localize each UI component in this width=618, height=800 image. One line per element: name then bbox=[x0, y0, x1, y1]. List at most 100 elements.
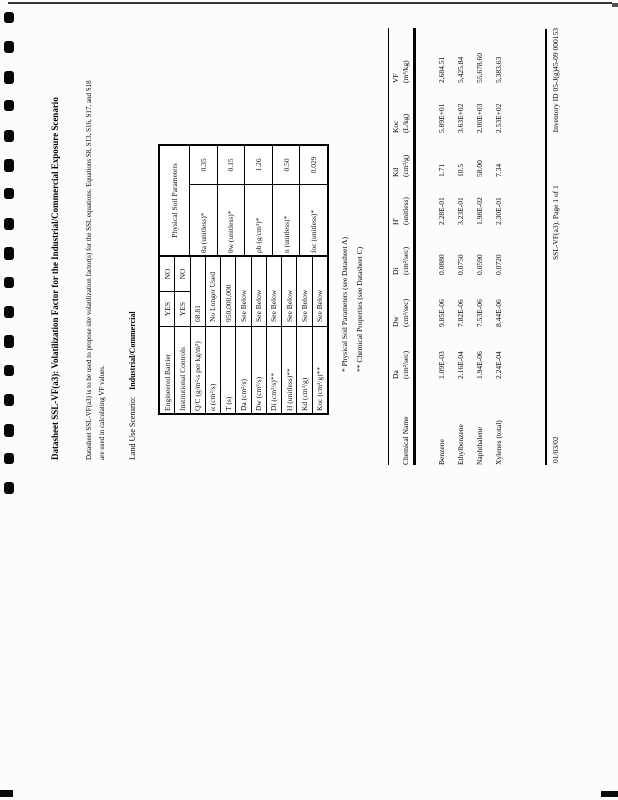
chemical-h-cell: 1.98E-02 bbox=[475, 197, 484, 225]
footnote-psp: * Physical Soil Parameters (see Datashee… bbox=[340, 237, 349, 372]
chemical-row: Xylenes (total) 2.24E-04 8.44E-06 0.0720 2.3… bbox=[484, 28, 503, 465]
param-name-cell: Da (cm²/s) bbox=[235, 326, 252, 414]
psp-value-cell: 0.029 bbox=[299, 145, 328, 185]
param-value-cell: See Below bbox=[266, 256, 282, 327]
binder-hole-mark bbox=[4, 12, 14, 23]
document-title: Datasheet SSL-VF(a3): Volatilization Fac… bbox=[50, 97, 60, 460]
chemical-row: Benzene 1.09E-03 9.85E-06 0.0880 2.28E-01 1.7… bbox=[415, 28, 446, 465]
psp-value-cell: 0.35 bbox=[189, 145, 218, 185]
param-value-cell: See Below bbox=[312, 256, 328, 327]
chemical-di-cell: 0.0590 bbox=[475, 254, 484, 275]
chemical-koc-cell: 5.89E+01 bbox=[437, 103, 446, 133]
chemical-h-cell: 2.28E-01 bbox=[437, 197, 446, 225]
binder-hole-mark bbox=[4, 70, 14, 84]
intro-line-2: are used in calculating VF values. bbox=[98, 365, 106, 460]
binder-hole-mark bbox=[4, 423, 14, 437]
chemical-kd-cell: 58.00 bbox=[475, 160, 484, 177]
param-name-cell: Kd (cm³/g) bbox=[296, 326, 313, 414]
param-row: Kd (cm³/g) See Below bbox=[296, 256, 313, 414]
chemical-da-cell: 2.16E-04 bbox=[456, 351, 465, 379]
col-header-di: Di (cm²/sec) bbox=[388, 225, 415, 275]
param-name-cell: α (cm²/s) bbox=[205, 326, 221, 414]
col-header-chemical-name: Chemical Name bbox=[388, 379, 415, 465]
param-name-cell: T (s) bbox=[220, 326, 236, 414]
chemical-di-cell: 0.0720 bbox=[494, 254, 503, 275]
binder-hole-mark bbox=[4, 247, 14, 261]
chemical-kd-cell: 7.34 bbox=[494, 163, 503, 177]
psp-row: ρb (g/cm³)* 1.26 bbox=[244, 145, 273, 256]
param-name-cell: Q/C (g/m²-s per kg/m³) bbox=[190, 326, 206, 414]
chemical-koc-cell: 2.00E+03 bbox=[475, 103, 484, 133]
chemical-vf-cell: 5,425.84 bbox=[456, 56, 465, 83]
param-name-cell: Koc (cm³/g)** bbox=[312, 326, 328, 414]
col-header-vf: VF (m³/kg) bbox=[388, 28, 415, 83]
chemical-h-cell: 2.30E-01 bbox=[494, 197, 503, 225]
binder-hole-mark bbox=[4, 159, 14, 172]
chemical-koc-cell: 3.63E+02 bbox=[456, 103, 465, 133]
chemical-row: Naphthalene 1.94E-06 7.53E-06 0.0590 1.98E-0… bbox=[465, 28, 484, 465]
scan-edge-artifact bbox=[8, 2, 612, 4]
psp-value-cell: 0.50 bbox=[272, 145, 300, 185]
land-use-label: Land Use Scenario: bbox=[128, 396, 137, 460]
binder-hole-mark bbox=[4, 482, 14, 495]
footer-rule bbox=[545, 29, 547, 465]
psp-header: Physical Soil Parameters bbox=[159, 145, 190, 256]
chemical-chemical-cell: Ethylbenzene bbox=[456, 424, 465, 465]
chemical-kd-cell: 1.71 bbox=[437, 163, 446, 177]
param-row: Q/C (g/m²-s per kg/m³) 68.81 bbox=[190, 256, 206, 414]
chemical-dw-cell: 9.85E-06 bbox=[437, 299, 446, 327]
param-row: T (s) 950,000,000 bbox=[220, 256, 236, 414]
param-row: Dw (cm²/s) See Below bbox=[251, 256, 267, 414]
scan-speck bbox=[0, 790, 13, 797]
param-yes-cell: YES bbox=[174, 291, 191, 327]
binder-hole-mark bbox=[4, 276, 14, 288]
param-yes-cell: YES bbox=[159, 291, 175, 327]
col-header-koc: Koc (L/kg) bbox=[388, 83, 415, 133]
chemical-da-cell: 2.24E-04 bbox=[494, 351, 503, 379]
chemical-da-cell: 1.94E-06 bbox=[475, 351, 484, 379]
psp-header-row: Physical Soil Parameters bbox=[159, 145, 190, 256]
param-row: α (cm²/s) No Longer Used bbox=[205, 256, 221, 414]
parameter-table: Engineered Barrier YES NO Institutional Con… bbox=[158, 144, 329, 415]
chemical-row: Ethylbenzene 2.16E-04 7.82E-06 0.0750 3.23E-… bbox=[446, 28, 465, 465]
param-value-cell: 68.81 bbox=[190, 256, 206, 327]
binder-hole-mark bbox=[4, 100, 14, 112]
chemical-h-cell: 3.23E-01 bbox=[456, 197, 465, 225]
col-header-da: Da (cm²/sec) bbox=[388, 327, 415, 379]
chemical-chemical-cell: Naphthalene bbox=[475, 427, 484, 465]
binder-hole-mark bbox=[4, 306, 14, 318]
param-name-cell: Engineered Barrier bbox=[159, 326, 175, 414]
param-name-cell: Dw (cm²/s) bbox=[251, 326, 267, 414]
psp-row: θa (unitless)* 0.35 bbox=[189, 145, 218, 256]
scan-speck bbox=[601, 791, 618, 797]
physical-soil-parameters-table: Physical Soil Parameters θa (unitless)* 0… bbox=[159, 145, 328, 256]
param-row: H (unitless)** See Below bbox=[281, 256, 297, 414]
binder-hole-mark bbox=[4, 453, 14, 464]
param-value-cell: See Below bbox=[251, 256, 267, 327]
param-row: Koc (cm³/g)** See Below bbox=[312, 256, 328, 414]
binder-hole-mark bbox=[4, 129, 14, 142]
chemical-table: Chemical Name Da (cm²/sec) Dw (cm²/sec) Di… bbox=[388, 28, 503, 465]
col-header-kd: Kd (cm³/g) bbox=[388, 133, 415, 177]
psp-value-cell: 1.26 bbox=[244, 145, 273, 185]
chemical-dw-cell: 7.82E-06 bbox=[456, 299, 465, 327]
binder-hole-mark bbox=[4, 217, 14, 230]
param-value-cell: See Below bbox=[296, 256, 313, 327]
chemical-vf-cell: 5,383.63 bbox=[494, 56, 503, 83]
binder-hole-mark bbox=[4, 41, 14, 54]
param-name-cell: H (unitless)** bbox=[281, 326, 297, 414]
intro-paragraph: Datasheet SSL-VF(a3) is to be used to pr… bbox=[83, 80, 109, 460]
binder-hole-mark bbox=[4, 394, 14, 407]
param-no-cell: NO bbox=[159, 256, 175, 292]
psp-label-cell: θa (unitless)* bbox=[189, 184, 218, 256]
chemical-chemical-cell: Benzene bbox=[437, 439, 446, 465]
footnotes: * Physical Soil Parameters (see Datashee… bbox=[337, 237, 367, 372]
footer-inventory-id: Inventory ID 05-J(g)45-09 000153 bbox=[551, 28, 560, 133]
param-row: Engineered Barrier YES NO bbox=[159, 256, 175, 414]
footnote-chemical: ** Chemical Properties (see Datasheet C) bbox=[355, 246, 364, 372]
chemical-vf-cell: 55,678.60 bbox=[475, 53, 484, 83]
col-header-dw: Dw (cm²/sec) bbox=[388, 275, 415, 327]
psp-value-cell: 0.15 bbox=[217, 145, 245, 185]
psp-label-cell: ρb (g/cm³)* bbox=[244, 184, 273, 256]
